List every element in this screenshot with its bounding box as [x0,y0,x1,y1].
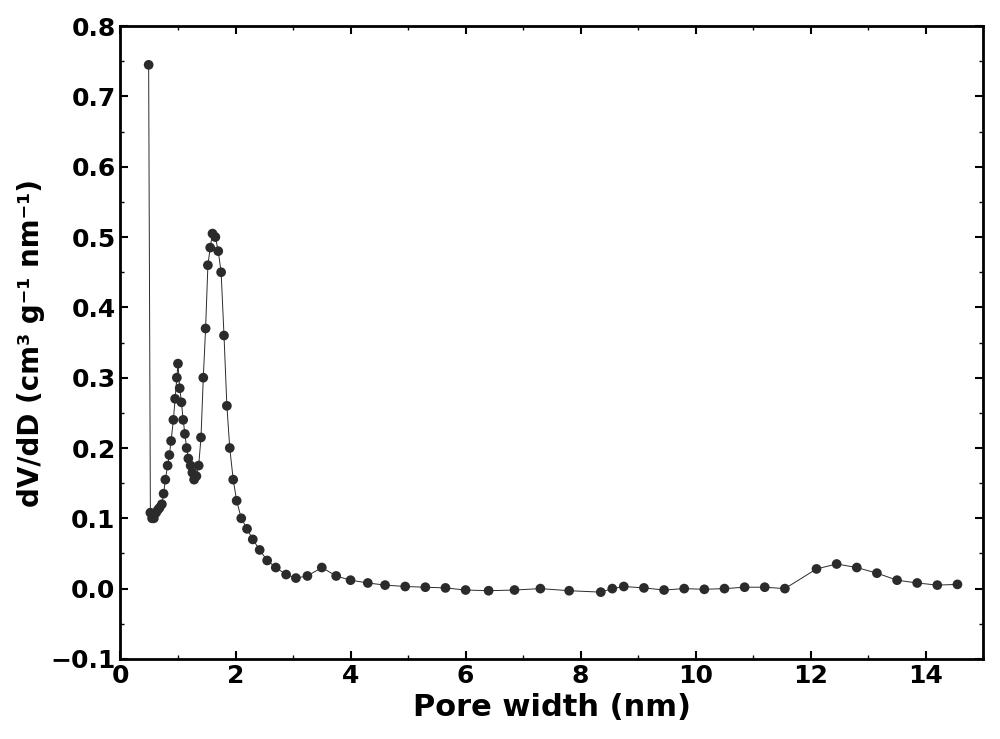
Point [219,400,235,412]
Point [561,585,577,596]
Point [328,570,344,582]
Point [163,435,179,447]
Point [157,474,173,486]
Point [252,544,268,556]
Point [193,432,209,443]
Point [507,584,523,596]
Point [161,449,177,461]
Point [160,460,176,471]
Point [225,474,241,486]
Point [676,582,692,594]
Point [909,577,925,589]
Point [268,562,284,573]
Point [777,582,793,594]
Point [180,452,196,464]
Point [165,414,181,426]
Point [229,495,245,507]
Point [148,507,164,519]
Point [397,581,413,593]
Point [593,586,609,598]
Point [200,259,216,271]
Point [314,562,330,573]
Point [656,584,672,596]
Point [616,581,632,593]
Point [889,574,905,586]
X-axis label: Pore width (nm): Pore width (nm) [413,693,691,722]
Point [213,266,229,278]
Point [233,512,249,524]
Point [417,582,433,593]
Point [222,442,238,454]
Point [144,512,160,524]
Point [184,467,200,479]
Point [869,568,885,579]
Point [343,574,359,586]
Point [239,523,255,535]
Point [152,502,168,514]
Point [195,372,211,384]
Point [377,579,393,591]
Point [245,534,261,545]
Point [849,562,865,573]
Point [154,498,170,510]
Point [949,579,965,590]
Point [278,568,294,580]
Point [191,460,207,471]
Y-axis label: dV/dD (cm³ g⁻¹ nm⁻¹): dV/dD (cm³ g⁻¹ nm⁻¹) [17,179,45,506]
Point [173,396,189,408]
Point [141,59,157,71]
Point [216,330,232,341]
Point [604,582,620,594]
Point [757,582,773,593]
Point [188,470,204,482]
Point [142,507,158,519]
Point [169,372,185,384]
Point [716,582,732,594]
Point [636,582,652,594]
Point [737,582,753,593]
Point [170,358,186,370]
Point [179,442,195,454]
Point [532,582,548,594]
Point [198,322,214,334]
Point [150,504,166,516]
Point [156,488,172,500]
Point [177,428,193,440]
Point [186,474,202,486]
Point [481,585,497,596]
Point [210,245,226,257]
Point [299,570,315,582]
Point [167,393,183,405]
Point [288,572,304,584]
Point [207,231,223,243]
Point [183,460,199,471]
Point [146,512,162,524]
Point [175,414,191,426]
Point [696,583,712,595]
Point [259,554,275,566]
Point [172,382,188,394]
Point [360,577,376,589]
Point [809,563,825,575]
Point [202,242,218,253]
Point [458,584,474,596]
Point [204,228,220,239]
Point [929,579,945,591]
Point [829,558,845,570]
Point [437,582,453,594]
